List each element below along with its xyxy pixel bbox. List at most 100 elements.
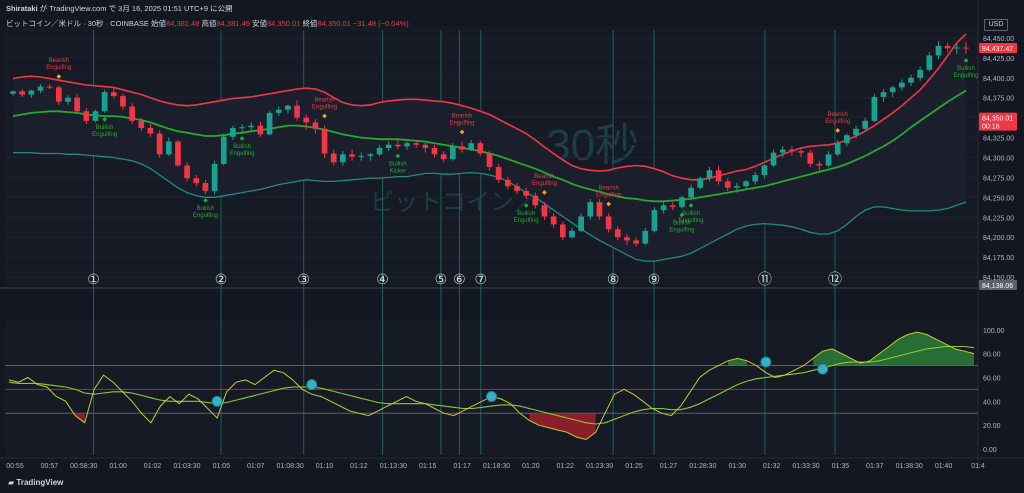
candle-body bbox=[862, 120, 869, 129]
candle-body bbox=[935, 45, 942, 56]
candle-body bbox=[541, 205, 548, 217]
open-label: 始値 bbox=[151, 19, 167, 28]
candle bbox=[761, 163, 768, 179]
candle bbox=[422, 141, 429, 153]
candle bbox=[569, 227, 575, 239]
candle bbox=[871, 93, 878, 123]
candle bbox=[376, 144, 383, 156]
candle-body bbox=[642, 230, 649, 244]
price-tick-label: 84,375.00 bbox=[983, 96, 1014, 103]
candle-body bbox=[706, 170, 713, 179]
author-name[interactable]: Shirataki bbox=[6, 4, 38, 13]
time-axis-label: 01:37 bbox=[866, 463, 884, 470]
time-axis-label: 01:15 bbox=[419, 463, 437, 470]
candle-body bbox=[963, 47, 969, 49]
candle bbox=[358, 152, 365, 161]
candle-body bbox=[120, 96, 126, 107]
candle bbox=[138, 117, 145, 132]
publish-text: が TradingView.com で 3月 16, 2025 01:51 UT… bbox=[39, 4, 233, 13]
bullish-marker-icon: ◆ bbox=[240, 136, 245, 142]
candle bbox=[248, 122, 255, 131]
bullish-pattern-text: Engulfing bbox=[953, 73, 978, 79]
price-label-bg bbox=[979, 280, 1017, 290]
candle-body bbox=[349, 154, 355, 157]
candle-body bbox=[752, 175, 759, 182]
bullish-pattern-text: Bullish bbox=[517, 211, 535, 217]
candle-body bbox=[110, 92, 117, 97]
time-axis-label: 01:22 bbox=[557, 463, 575, 470]
candle bbox=[889, 85, 896, 97]
time-axis-label: 01:07 bbox=[247, 463, 265, 470]
candle bbox=[953, 44, 960, 54]
candle-body bbox=[715, 170, 722, 182]
overbought-fill bbox=[813, 332, 974, 366]
bullish-pattern-text: Bullish bbox=[957, 66, 975, 72]
marker-number: ④ bbox=[376, 271, 389, 287]
time-axis-label: 01:28:30 bbox=[689, 463, 716, 470]
bullish-pattern-text: Engulfing bbox=[92, 132, 117, 138]
lower-band-line bbox=[13, 152, 967, 262]
time-axis-label: 01:38:30 bbox=[896, 463, 923, 470]
candle bbox=[550, 213, 557, 228]
candle bbox=[596, 198, 603, 220]
candle bbox=[633, 237, 639, 247]
marker-number: ① bbox=[87, 271, 100, 287]
candle-body bbox=[734, 186, 740, 188]
osc-signal-dot bbox=[760, 356, 772, 368]
candle bbox=[211, 160, 218, 195]
candle bbox=[220, 133, 227, 166]
candle-body bbox=[211, 163, 218, 191]
candle-body bbox=[138, 120, 145, 129]
candle bbox=[83, 108, 90, 125]
time-axis-label: 01:30 bbox=[728, 463, 746, 470]
bullish-pattern-text: Engulfing bbox=[230, 151, 255, 157]
candle-body bbox=[74, 97, 80, 112]
candle bbox=[120, 93, 126, 110]
candle bbox=[669, 202, 676, 211]
candle bbox=[807, 149, 814, 168]
candle-body bbox=[743, 181, 749, 187]
candle bbox=[193, 175, 200, 187]
candle-body bbox=[239, 127, 245, 129]
symbol-name[interactable]: ビットコイン／米ドル · 30秒 · COINBASE bbox=[6, 19, 149, 28]
candle-body bbox=[761, 165, 768, 176]
currency-button[interactable]: USD bbox=[984, 19, 1008, 31]
candle bbox=[395, 139, 401, 150]
bullish-marker-icon: ◆ bbox=[102, 117, 107, 123]
candle-body bbox=[92, 111, 99, 121]
candle bbox=[706, 167, 713, 182]
candle-body bbox=[340, 154, 346, 163]
candle bbox=[935, 41, 942, 59]
candle bbox=[688, 184, 694, 199]
candle bbox=[450, 143, 456, 161]
time-axis-label: 01:23:30 bbox=[586, 463, 613, 470]
time-axis-label: 00:58:30 bbox=[70, 463, 97, 470]
candle-body bbox=[202, 183, 209, 191]
bearish-pattern-text: Bearish bbox=[598, 185, 618, 191]
candle-body bbox=[294, 105, 300, 118]
price-tick-label: 84,400.00 bbox=[983, 76, 1014, 83]
candle-body bbox=[779, 149, 786, 153]
bullish-pattern-text: Bullish bbox=[673, 221, 691, 227]
bearish-pattern-text: Engulfing bbox=[532, 181, 557, 187]
time-axis-label: 00:55 bbox=[6, 463, 24, 470]
candle-body bbox=[367, 154, 374, 156]
price-tick-label: 84,150.00 bbox=[983, 275, 1014, 282]
marker-number: ③ bbox=[297, 271, 310, 287]
bullish-pattern-text: Engulfing bbox=[514, 218, 539, 224]
candle bbox=[834, 139, 841, 156]
candle bbox=[752, 171, 759, 185]
candle-body bbox=[147, 128, 154, 134]
candle-body bbox=[477, 143, 484, 154]
bearish-marker-icon: ◆ bbox=[606, 201, 611, 207]
bearish-marker-icon: ◆ bbox=[322, 114, 327, 120]
time-axis-label: 01:25 bbox=[625, 463, 643, 470]
candle bbox=[202, 179, 209, 195]
marker-number: ⑫ bbox=[828, 271, 842, 287]
price-tick-label: 84,225.00 bbox=[983, 215, 1014, 222]
